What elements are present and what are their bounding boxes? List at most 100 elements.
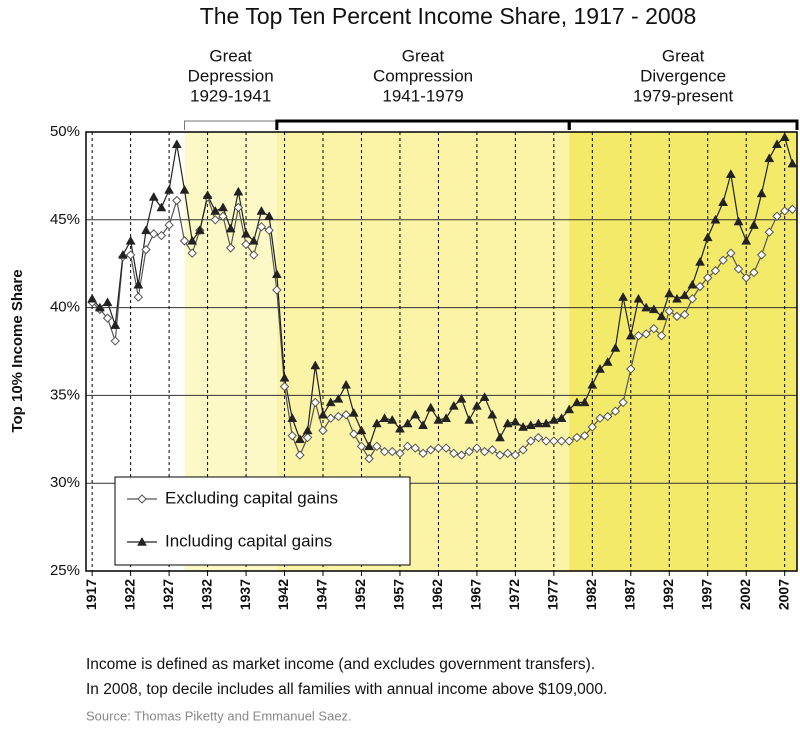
marker [787,204,798,214]
y-axis-label: Top 10% Income Share [9,269,26,432]
marker [710,266,721,276]
marker [356,425,367,435]
x-tick-label: 1962 [429,579,445,610]
marker [102,313,113,323]
marker [179,184,190,194]
marker [749,267,759,278]
marker [172,195,182,206]
marker [233,186,244,196]
marker [471,400,482,410]
marker [410,443,421,453]
x-tick-label: 2002 [737,579,753,610]
marker [287,413,298,422]
marker [549,436,559,446]
x-tick-label: 1982 [583,579,599,610]
marker [333,393,344,403]
marker [379,413,390,422]
period-bracket [275,119,571,130]
marker [610,342,621,352]
marker [649,323,659,334]
marker [171,139,182,149]
y-tick-label: 40% [50,299,80,316]
marker [633,293,644,303]
marker [495,432,505,442]
marker [225,223,236,233]
marker [364,453,374,464]
marker [664,306,674,316]
marker [418,420,428,430]
legend-marker [137,494,147,504]
marker [456,393,467,403]
marker [641,302,652,312]
marker [656,311,667,321]
marker [441,413,452,422]
marker [156,230,167,241]
marker [610,406,621,416]
marker [587,422,598,432]
marker [272,285,282,295]
marker [518,421,528,431]
marker [487,445,497,455]
marker [541,436,551,446]
marker [179,236,190,246]
marker [372,441,382,452]
marker [110,336,120,346]
period-label: Compression [373,66,473,85]
marker [695,281,705,292]
x-tick-label: 1927 [160,579,176,610]
marker [626,364,636,374]
marker [364,441,375,451]
marker [233,202,244,213]
marker [194,225,205,235]
marker [295,450,305,460]
marker [779,132,790,142]
marker [664,288,675,298]
marker [225,243,236,253]
marker [510,416,521,426]
marker [564,436,574,446]
legend-label: Excluding capital gains [165,488,338,507]
marker [218,202,228,212]
marker [241,239,251,250]
marker [402,441,413,452]
marker [402,418,413,428]
marker [787,158,798,168]
marker [772,139,782,149]
marker [279,381,290,392]
marker [702,232,713,242]
marker [133,292,144,302]
x-tick-label: 1992 [660,579,676,610]
marker [710,214,721,224]
marker [756,250,767,260]
marker [302,425,313,435]
marker [772,211,782,221]
marker [556,436,567,446]
marker [479,392,490,401]
marker [310,397,321,408]
marker [441,443,451,453]
source: Source: Thomas Piketty and Emmanuel Saez… [86,708,352,723]
marker [202,190,213,199]
marker [726,248,736,258]
marker [495,450,505,460]
marker [210,215,220,225]
marker [449,448,459,459]
marker [318,425,328,436]
marker [748,220,759,229]
x-tick-label: 1957 [391,579,407,610]
marker [579,397,590,407]
period-bracket [183,120,278,130]
marker [110,320,121,329]
marker [448,400,459,410]
marker [603,411,613,422]
marker [533,432,544,443]
marker [541,418,552,428]
y-tick-label: 25% [50,562,80,579]
legend-label: Including capital gains [165,531,332,550]
marker [433,414,444,424]
marker [633,330,644,341]
note: In 2008, top decile includes all familie… [86,681,607,698]
marker [410,409,421,419]
marker [164,220,174,230]
